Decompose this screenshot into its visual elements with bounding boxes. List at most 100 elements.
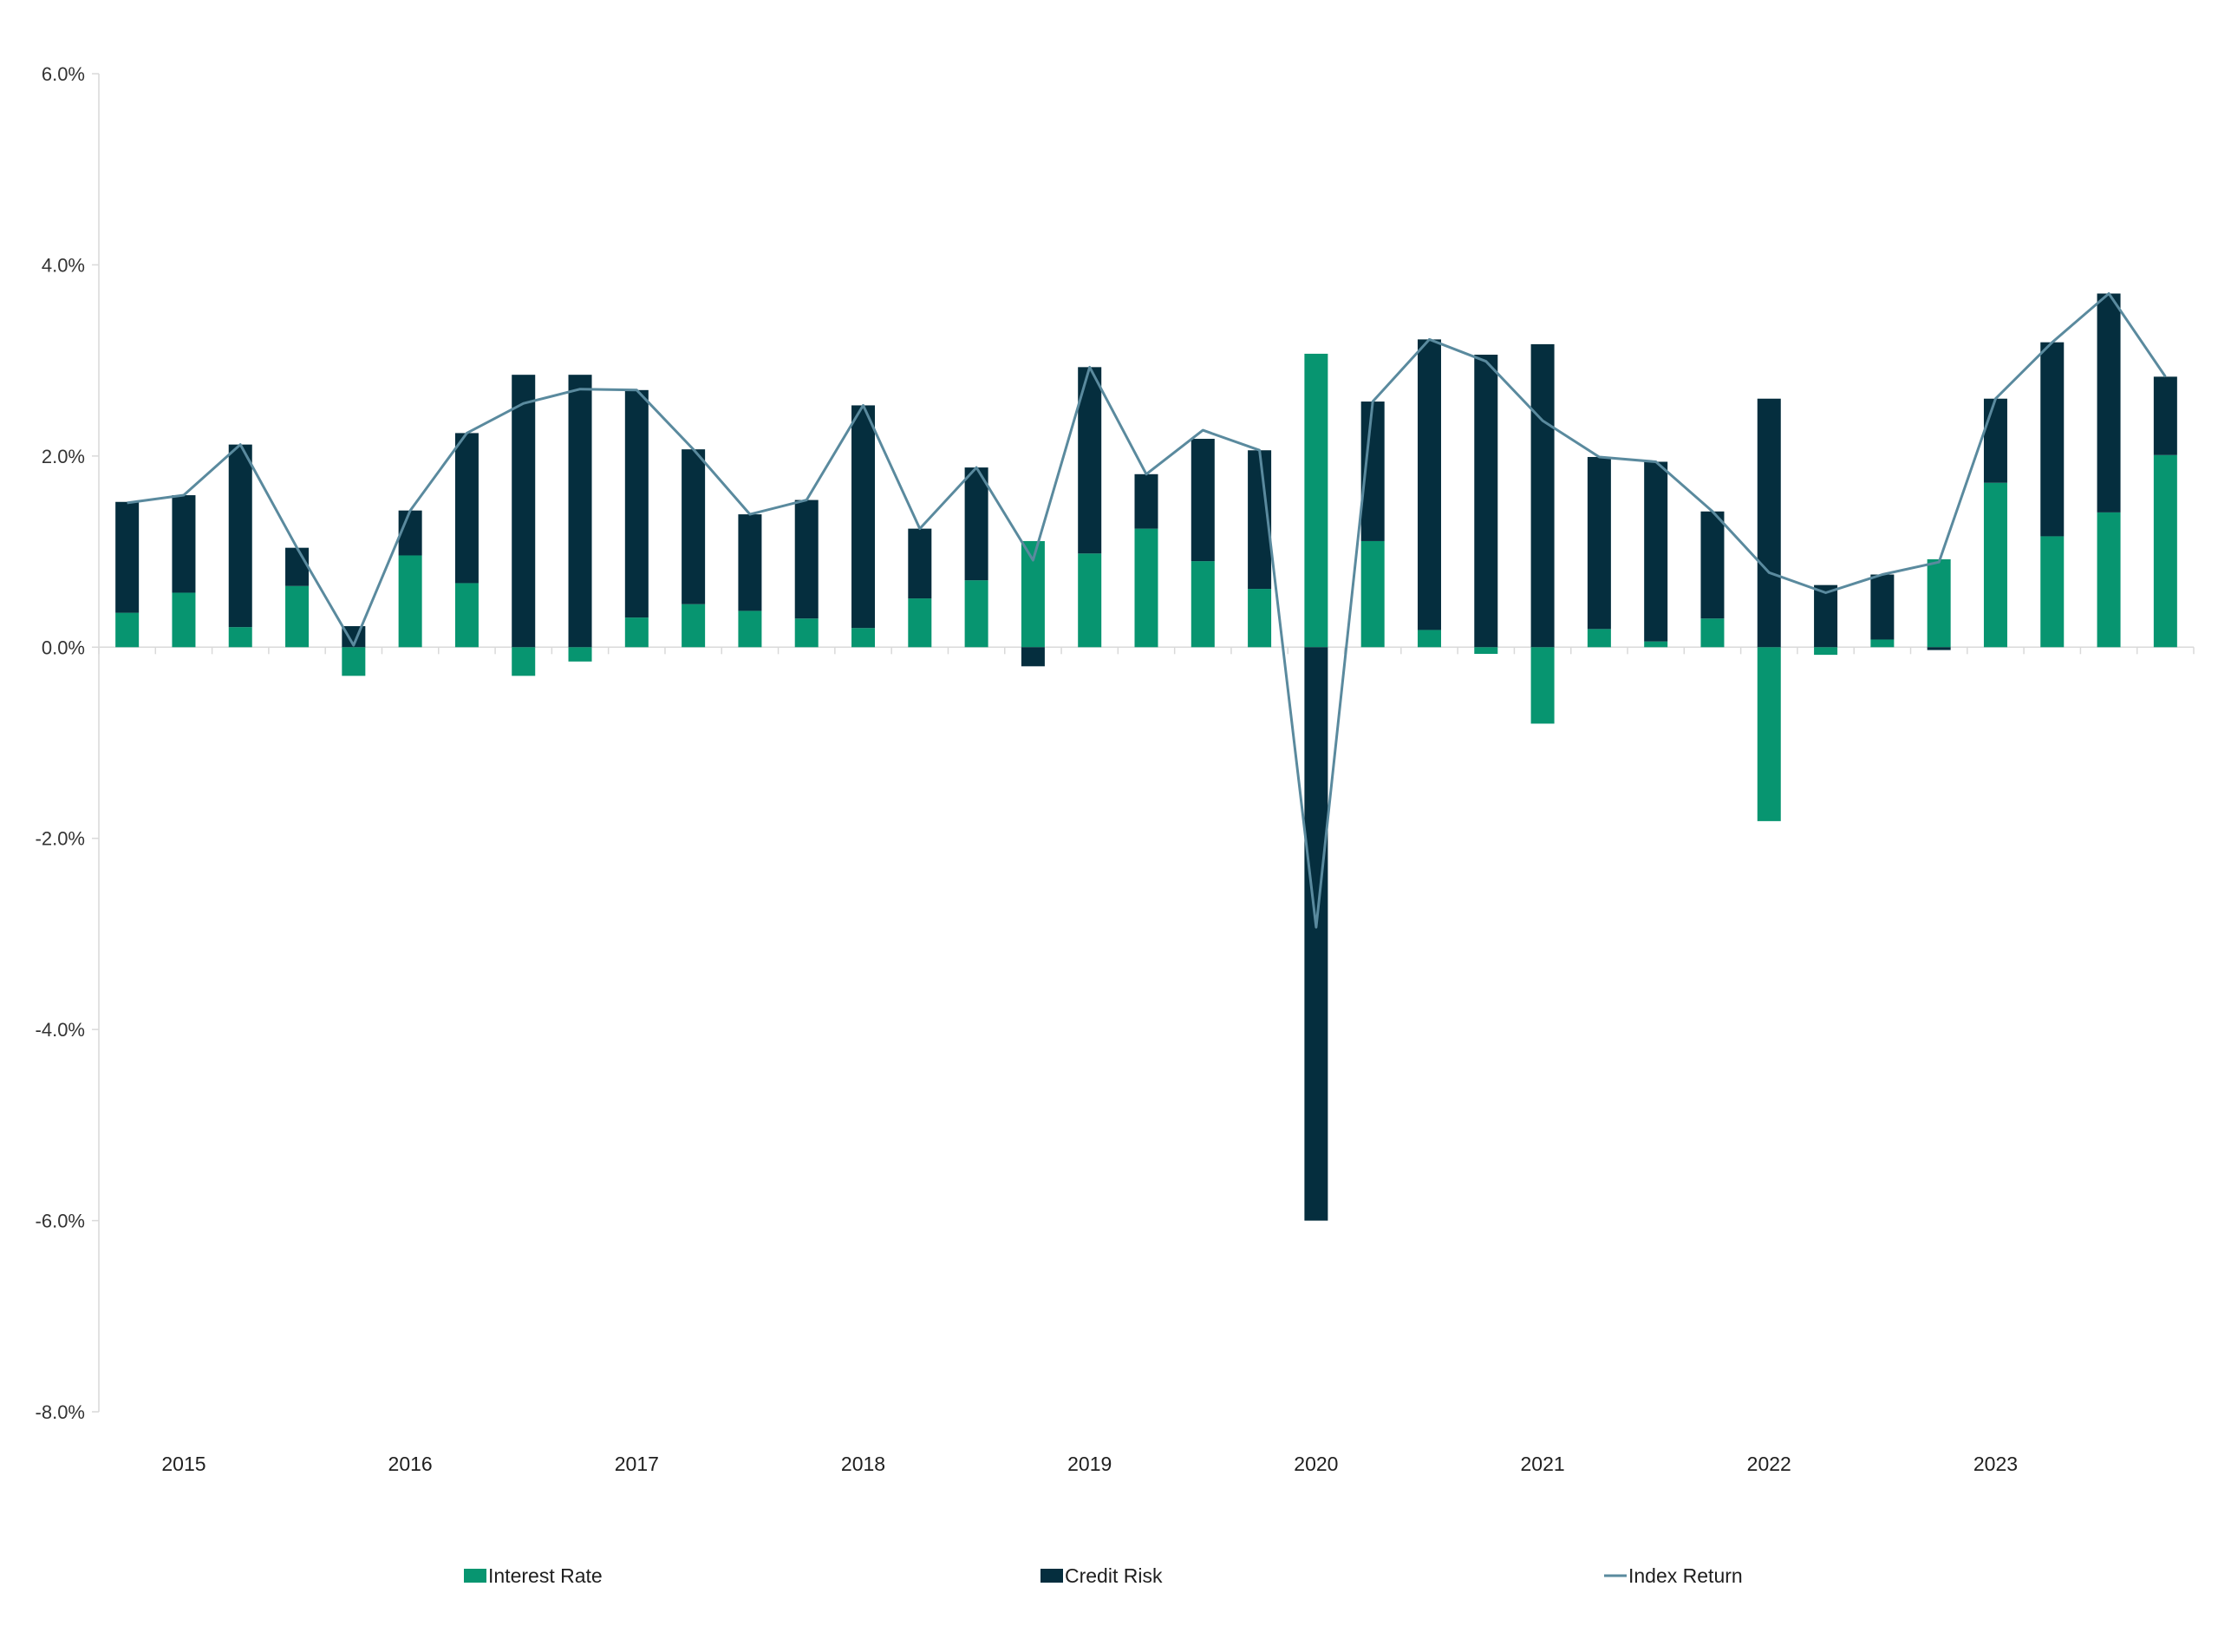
interest-rate-bar bbox=[964, 580, 988, 648]
credit-risk-bar bbox=[1530, 343, 1555, 648]
y-tick-label: -6.0% bbox=[36, 1211, 85, 1232]
interest-rate-bar bbox=[172, 592, 196, 648]
legend-swatch bbox=[464, 1569, 486, 1583]
index-return-line bbox=[127, 292, 2167, 929]
legend-label: Credit Risk bbox=[1065, 1564, 1163, 1587]
interest-rate-bar bbox=[285, 585, 310, 648]
legend-label: Index Return bbox=[1628, 1564, 1743, 1587]
credit-risk-bar bbox=[1700, 511, 1725, 619]
y-tick-label: 6.0% bbox=[42, 63, 85, 85]
interest-rate-bar bbox=[1814, 647, 1838, 656]
interest-rate-bar bbox=[342, 647, 366, 676]
x-tick-label: 2022 bbox=[1747, 1453, 1791, 1475]
credit-risk-bar bbox=[964, 467, 988, 581]
y-tick-label: -8.0% bbox=[36, 1401, 85, 1423]
credit-risk-bar bbox=[1983, 398, 2007, 483]
interest-rate-bar bbox=[738, 611, 762, 648]
y-tick-label: 0.0% bbox=[42, 637, 85, 658]
y-tick-label: 4.0% bbox=[42, 254, 85, 276]
legend-swatch bbox=[1041, 1569, 1063, 1583]
credit-risk-bar bbox=[1417, 339, 1441, 630]
interest-rate-bar bbox=[1360, 540, 1385, 648]
interest-rate-bar bbox=[1983, 482, 2007, 648]
y-axis: 6.0% 4.0% 2.0% 0.0% -2.0% -4.0% -6.0% -8.0% bbox=[36, 63, 100, 1423]
interest-rate-bar bbox=[851, 628, 876, 648]
interest-rate-bar bbox=[1530, 647, 1555, 724]
x-tick-label: 2015 bbox=[161, 1453, 205, 1475]
interest-rate-bar bbox=[1304, 353, 1328, 648]
interest-rate-bar bbox=[2097, 512, 2121, 648]
credit-risk-bar bbox=[851, 405, 876, 629]
line-layer bbox=[127, 292, 2167, 929]
interest-rate-bar bbox=[1870, 639, 1895, 648]
credit-risk-bar bbox=[1870, 574, 1895, 640]
credit-risk-bar bbox=[1644, 461, 1668, 642]
interest-rate-bar bbox=[794, 618, 819, 648]
credit-risk-bar bbox=[794, 500, 819, 619]
y-tick-label: 2.0% bbox=[42, 446, 85, 467]
credit-risk-bar bbox=[1021, 647, 1045, 667]
credit-risk-bar bbox=[1474, 355, 1498, 648]
x-tick-label: 2016 bbox=[388, 1453, 433, 1475]
interest-rate-bar bbox=[908, 598, 932, 648]
credit-risk-bar bbox=[398, 510, 422, 556]
interest-rate-bar bbox=[1644, 641, 1668, 648]
interest-rate-bar bbox=[454, 583, 479, 648]
bars-layer bbox=[115, 293, 2177, 1221]
credit-risk-bar bbox=[1587, 456, 1611, 630]
interest-rate-bar bbox=[1927, 558, 1951, 648]
legend-item: Credit Risk bbox=[1041, 1564, 1163, 1587]
credit-risk-bar bbox=[568, 375, 592, 648]
interest-rate-bar bbox=[1191, 561, 1215, 648]
credit-risk-bar bbox=[624, 389, 649, 618]
credit-risk-bar bbox=[1134, 473, 1158, 529]
interest-rate-bar bbox=[568, 647, 592, 662]
interest-rate-bar bbox=[1587, 629, 1611, 648]
x-tick-label: 2017 bbox=[615, 1453, 659, 1475]
credit-risk-bar bbox=[1304, 647, 1328, 1221]
x-tick-label: 2020 bbox=[1294, 1453, 1338, 1475]
credit-risk-bar bbox=[682, 449, 706, 604]
credit-risk-bar bbox=[1814, 584, 1838, 648]
interest-rate-bar bbox=[228, 627, 252, 648]
interest-rate-bar bbox=[1078, 553, 1102, 648]
x-tick-label: 2023 bbox=[1973, 1453, 2018, 1475]
x-tick-label: 2021 bbox=[1520, 1453, 1564, 1475]
x-tick-label: 2018 bbox=[841, 1453, 885, 1475]
credit-risk-bar bbox=[1191, 439, 1215, 562]
interest-rate-bar bbox=[1417, 630, 1441, 648]
credit-risk-bar bbox=[908, 528, 932, 599]
credit-risk-bar bbox=[2040, 342, 2065, 537]
credit-risk-bar bbox=[1927, 647, 1951, 650]
interest-rate-bar bbox=[682, 604, 706, 648]
y-tick-label: -4.0% bbox=[36, 1019, 85, 1041]
credit-risk-bar bbox=[2153, 376, 2177, 455]
interest-rate-bar bbox=[1757, 647, 1781, 821]
credit-risk-bar bbox=[228, 444, 252, 628]
legend-label: Interest Rate bbox=[488, 1564, 603, 1587]
legend: Interest Rate Credit Risk Index Return bbox=[464, 1564, 1743, 1587]
interest-rate-bar bbox=[115, 612, 140, 648]
interest-rate-bar bbox=[624, 617, 649, 648]
x-axis: 2015 2016 2017 2018 2019 2020 2021 2022 2023 bbox=[98, 646, 2195, 1475]
credit-risk-bar bbox=[454, 433, 479, 584]
credit-risk-bar bbox=[115, 501, 140, 613]
legend-item: Index Return bbox=[1604, 1564, 1743, 1587]
interest-rate-bar bbox=[512, 647, 536, 676]
x-tick-label: 2019 bbox=[1067, 1453, 1112, 1475]
interest-rate-bar bbox=[398, 555, 422, 648]
credit-risk-bar bbox=[172, 495, 196, 593]
interest-rate-bar bbox=[1474, 647, 1498, 655]
interest-rate-bar bbox=[1700, 618, 1725, 648]
credit-risk-bar bbox=[738, 514, 762, 611]
credit-risk-bar bbox=[2097, 293, 2121, 513]
interest-rate-bar bbox=[1134, 528, 1158, 648]
legend-item: Interest Rate bbox=[464, 1564, 603, 1587]
credit-risk-bar bbox=[285, 547, 310, 586]
interest-rate-bar bbox=[2040, 536, 2065, 648]
credit-risk-bar bbox=[1757, 398, 1781, 648]
interest-rate-bar bbox=[1248, 589, 1272, 648]
y-tick-label: -2.0% bbox=[36, 828, 85, 850]
